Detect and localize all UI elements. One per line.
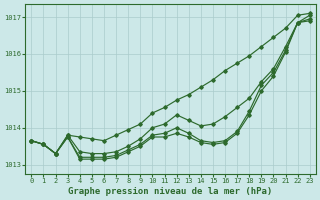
X-axis label: Graphe pression niveau de la mer (hPa): Graphe pression niveau de la mer (hPa) (68, 187, 273, 196)
